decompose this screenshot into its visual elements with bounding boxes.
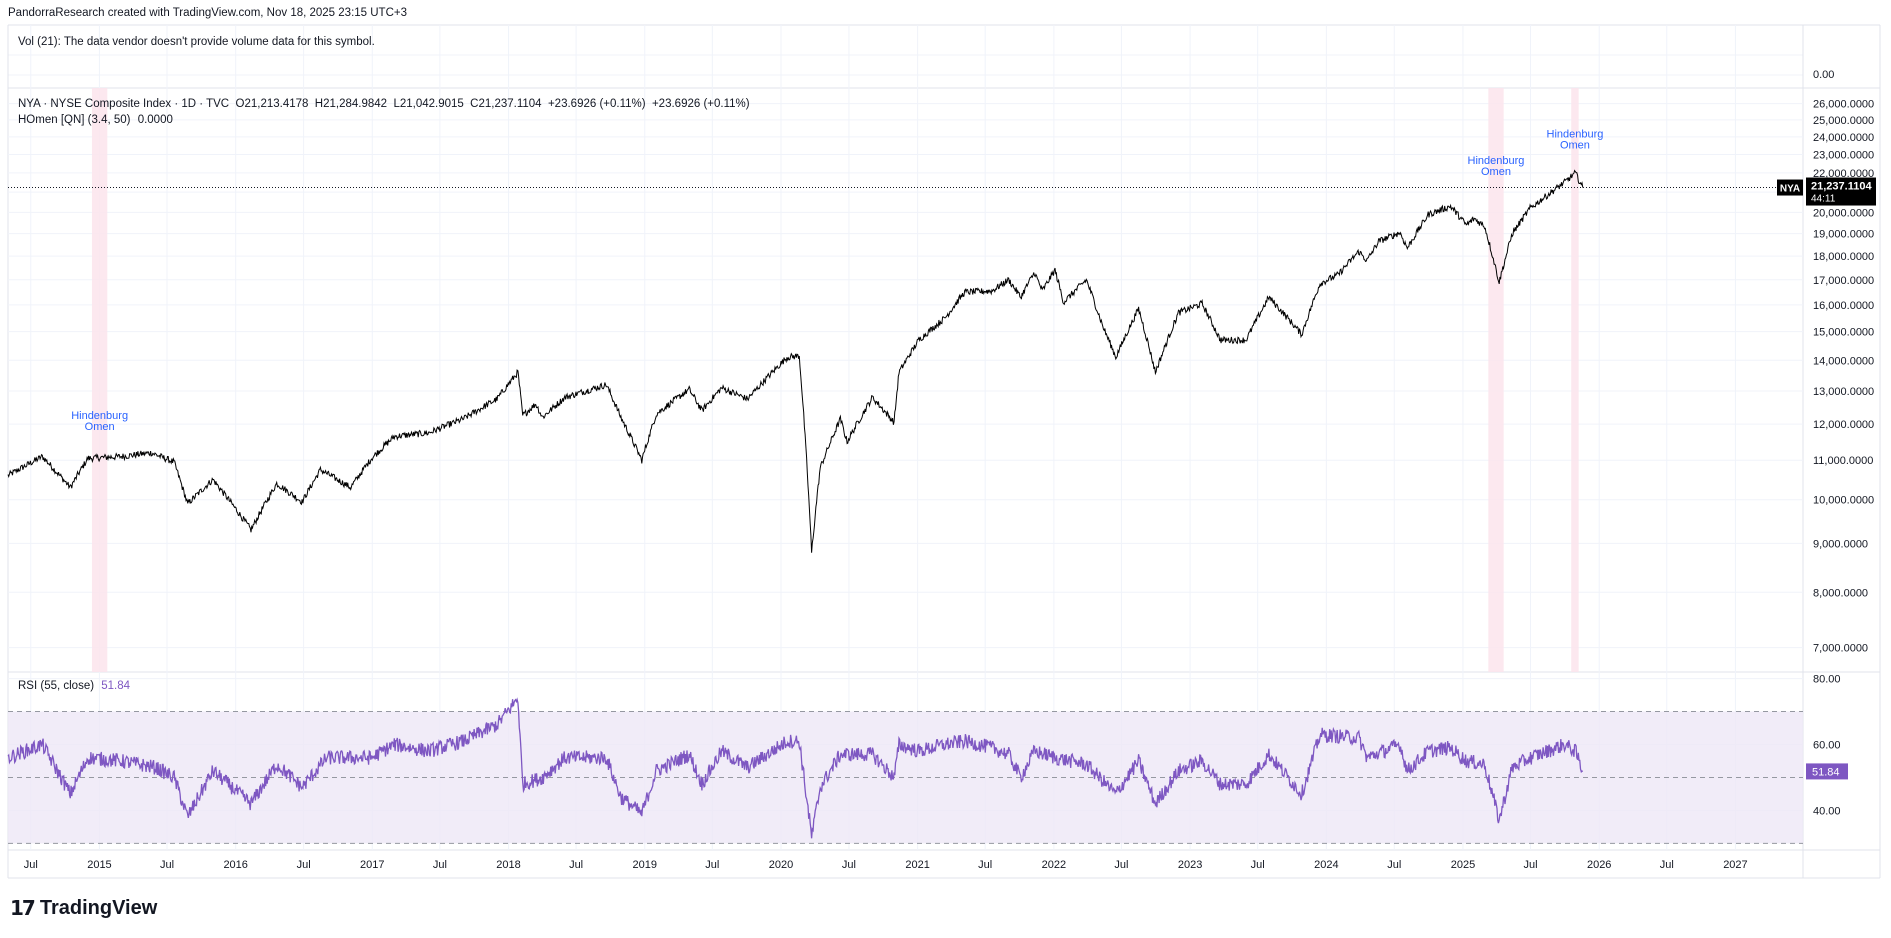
time-axis-tick-label: Jul	[1387, 859, 1401, 871]
hindenburg-omen-band	[91, 88, 108, 672]
time-axis-tick-label: Jul	[1523, 859, 1537, 871]
time-axis-tick-label: 2022	[1042, 859, 1066, 871]
price-tag-countdown: 44:11	[1811, 194, 1836, 205]
price-axis-tick-label: 9,000.0000	[1813, 538, 1868, 550]
time-axis-tick-label: Jul	[569, 859, 583, 871]
price-axis-tick-label: 25,000.0000	[1813, 115, 1874, 127]
time-axis-tick-label: 2021	[905, 859, 929, 871]
time-axis-tick-label: Jul	[842, 859, 856, 871]
price-series-line	[7, 169, 1584, 553]
homen-legend-name: HOmen [QN] (3.4, 50)	[18, 114, 131, 126]
hindenburg-omen-label-line: Omen	[1560, 139, 1590, 151]
price-axis-tick-label: 13,000.0000	[1813, 386, 1874, 398]
price-axis-tick-label: 7,000.0000	[1813, 643, 1868, 655]
rsi-axis-tick-label: 40.00	[1813, 805, 1841, 817]
rsi-tag-value: 51.84	[1812, 766, 1840, 778]
volume-pane	[8, 54, 1803, 76]
volume-axis-label: 0.00	[1813, 69, 1834, 81]
time-axis-tick-label: Jul	[978, 859, 992, 871]
price-axis-tick-label: 17,000.0000	[1813, 275, 1874, 287]
price-legend-ohlc: NYA · NYSE Composite Index · 1D · TVC O2…	[18, 98, 750, 110]
price-axis-tick-label: 20,000.0000	[1813, 207, 1874, 219]
volume-legend[interactable]: Vol (21): The data vendor doesn't provid…	[18, 36, 375, 48]
time-axis-tick-label: Jul	[160, 859, 174, 871]
price-axis-tick-label: 12,000.0000	[1813, 419, 1874, 431]
rsi-band-layer	[8, 711, 1803, 844]
rsi-current-tag: 51.84	[1806, 763, 1848, 780]
tradingview-logo[interactable]: 17 TradingView	[10, 896, 157, 920]
rsi-legend[interactable]: RSI (55, close) 51.84	[18, 680, 130, 692]
homen-legend-value: 0.0000	[137, 114, 173, 126]
time-axis-tick-label: Jul	[24, 859, 38, 871]
time-axis-tick-label: Jul	[433, 859, 447, 871]
hindenburg-omen-band	[1571, 88, 1579, 672]
time-axis-tick-label: 2020	[769, 859, 793, 871]
rsi-legend-name: RSI (55, close)	[18, 680, 95, 692]
hindenburg-omen-label-line: Hindenburg	[71, 410, 128, 422]
rsi-tag-bg	[1806, 763, 1848, 780]
price-axis-tick-label: 23,000.0000	[1813, 149, 1874, 161]
indicator-legend-homen[interactable]: HOmen [QN] (3.4, 50) 0.0000	[18, 114, 173, 126]
rsi-axis-tick-label: 60.00	[1813, 740, 1841, 752]
time-axis-tick-label: 2017	[360, 859, 384, 871]
hindenburg-omen-label: Hindenburg Omen	[71, 410, 128, 433]
price-axis-tick-label: 22,000.0000	[1813, 168, 1874, 180]
time-axis-tick-label: 2023	[1178, 859, 1202, 871]
price-series-layer	[7, 169, 1584, 553]
price-axis-tick-label: 26,000.0000	[1813, 99, 1874, 111]
price-axis-tick-label: 16,000.0000	[1813, 300, 1874, 312]
price-axis-tick-label: 14,000.0000	[1813, 355, 1874, 367]
price-legend[interactable]: NYA · NYSE Composite Index · 1D · TVC O2…	[18, 98, 750, 110]
price-tag-symbol: NYA	[1780, 184, 1800, 195]
chart-attribution: PandorraResearch created with TradingVie…	[8, 7, 407, 19]
time-axis-tick-label: Jul	[297, 859, 311, 871]
rsi-axis[interactable]: 40.00 60.00 80.00	[1813, 674, 1841, 818]
time-axis-tick-label: Jul	[1114, 859, 1128, 871]
price-tag-symbol-bg	[1777, 179, 1803, 196]
price-axis-tick-label: 19,000.0000	[1813, 229, 1874, 241]
hindenburg-omen-label: Hindenburg Omen	[1468, 155, 1525, 178]
price-axis-tick-label: 24,000.0000	[1813, 132, 1874, 144]
hindenburg-omen-label-line: Hindenburg	[1547, 128, 1604, 140]
time-axis-tick-label: 2026	[1587, 859, 1611, 871]
omen-bands	[91, 88, 1579, 672]
price-axis-tick-label: 10,000.0000	[1813, 495, 1874, 507]
time-axis-tick-label: 2027	[1723, 859, 1747, 871]
time-axis[interactable]: Jul 2015 Jul 2016 Jul 2017 Jul 2018 Jul 2019 Jul 20…	[24, 859, 1748, 871]
price-axis-tick-label: 11,000.0000	[1813, 455, 1873, 467]
last-price-tag: NYA 21,237.1104 44:11	[1777, 177, 1876, 206]
volume-legend-message: Vol (21): The data vendor doesn't provid…	[18, 36, 375, 48]
rsi-series-layer	[7, 697, 1584, 839]
tradingview-logo-mark: 17	[10, 896, 36, 920]
hindenburg-omen-label-line: Omen	[85, 421, 115, 433]
time-axis-tick-label: 2019	[633, 859, 657, 871]
time-axis-tick-label: 2016	[223, 859, 247, 871]
price-tag-value: 21,237.1104	[1811, 181, 1872, 193]
time-axis-tick-label: 2024	[1314, 859, 1338, 871]
time-axis-tick-label: Jul	[1251, 859, 1265, 871]
price-axis-tick-label: 18,000.0000	[1813, 251, 1874, 263]
price-tag-bg	[1806, 177, 1876, 206]
rsi-axis-tick-label: 80.00	[1813, 674, 1841, 686]
price-axis-tick-label: 15,000.0000	[1813, 327, 1874, 339]
time-axis-tick-label: Jul	[705, 859, 719, 871]
price-axis-tick-label: 8,000.0000	[1813, 587, 1868, 599]
time-axis-tick-label: 2015	[87, 859, 111, 871]
hindenburg-omen-label-line: Omen	[1481, 166, 1511, 178]
rsi-legend-value: 51.84	[101, 680, 131, 692]
time-axis-tick-label: 2025	[1451, 859, 1475, 871]
time-axis-tick-label: 2018	[496, 859, 520, 871]
hindenburg-omen-label-line: Hindenburg	[1468, 155, 1525, 167]
hindenburg-omen-label: Hindenburg Omen	[1547, 128, 1604, 151]
rsi-series-line	[7, 697, 1584, 839]
tradingview-logo-text: TradingView	[39, 896, 158, 919]
time-axis-tick-label: Jul	[1660, 859, 1674, 871]
hindenburg-omen-band	[1488, 88, 1504, 672]
